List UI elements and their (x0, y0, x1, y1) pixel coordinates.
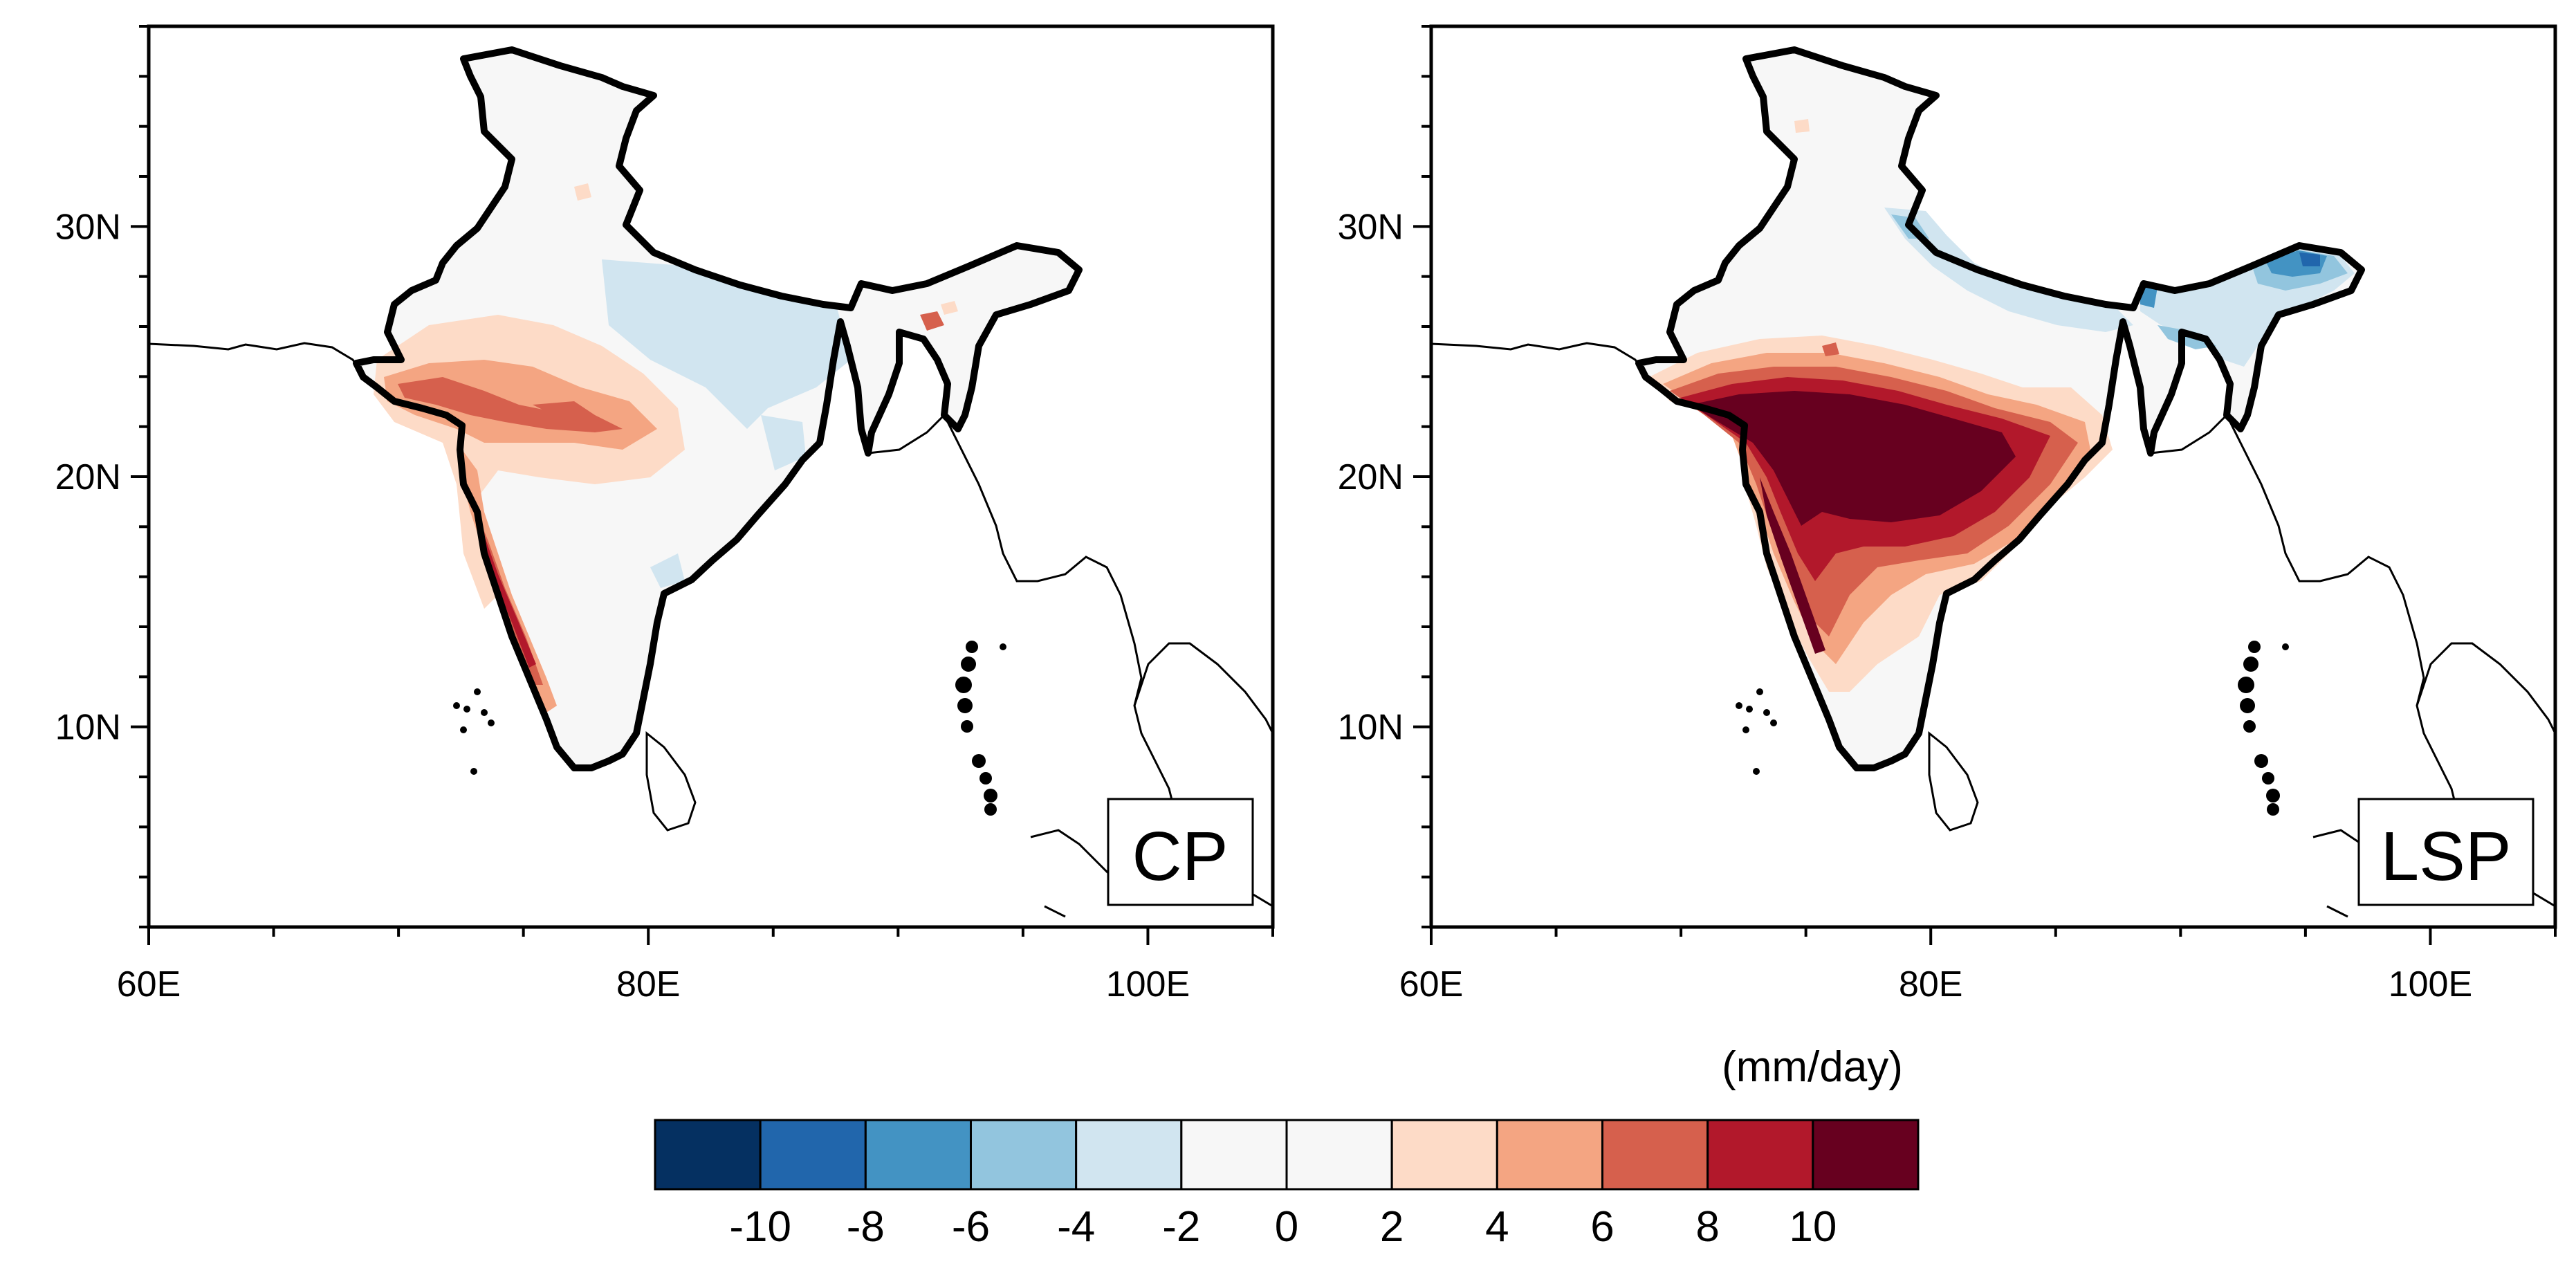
lsp-ytick-label-10N: 10N (1338, 708, 1404, 748)
units-label: (mm/day) (1722, 1043, 1903, 1091)
colorbar-label--10: -10 (729, 1203, 791, 1251)
colorbar-bin-7 (1390, 1119, 1498, 1191)
colorbar-bin-4 (1075, 1119, 1183, 1191)
colorbar-label-0: 0 (1275, 1203, 1298, 1251)
cp-field (374, 183, 958, 713)
colorbar-label-10: 10 (1789, 1203, 1837, 1251)
panel-label-lsp: LSP (2380, 818, 2511, 895)
colorbar-label--4: -4 (1057, 1203, 1095, 1251)
colorbar-bin-1 (759, 1119, 867, 1191)
colorbar-bin-8 (1496, 1119, 1603, 1191)
cp-xtick-label-80E: 80E (616, 964, 681, 1004)
lsp-ytick-label-30N: 30N (1338, 207, 1404, 247)
colorbar: -10 -8 -6 -4 -2 0 2 4 6 8 10 (654, 1119, 1920, 1251)
cp-ytick-label-30N: 30N (55, 207, 121, 247)
panel-cp: CP 60E 80E 100E 10N 20N 30N (55, 24, 1275, 1004)
cp-xtick-label-100E: 100E (1106, 964, 1190, 1004)
colorbar-bin-9 (1601, 1119, 1709, 1191)
lsp-label-box (2357, 798, 2534, 906)
colorbar-label--8: -8 (847, 1203, 885, 1251)
lsp-xtick-label-60E: 60E (1399, 964, 1464, 1004)
colorbar-bin-2 (864, 1119, 973, 1191)
colorbar-bin-11 (1812, 1119, 1920, 1191)
lsp-ytick-label-20N: 20N (1338, 457, 1404, 497)
colorbar-label-8: 8 (1695, 1203, 1719, 1251)
lsp-xtick-label-100E: 100E (2389, 964, 2472, 1004)
lsp-xtick-label-80E: 80E (1899, 964, 1963, 1004)
colorbar-bin-6 (1285, 1119, 1393, 1191)
lsp-field (1649, 119, 2355, 692)
cp-xtick-label-60E: 60E (117, 964, 181, 1004)
cp-ytick-label-10N: 10N (55, 708, 121, 748)
colorbar-label--6: -6 (952, 1203, 990, 1251)
colorbar-bin-3 (970, 1119, 1078, 1191)
colorbar-bin-5 (1180, 1119, 1288, 1191)
colorbar-bin-0 (654, 1119, 762, 1191)
colorbar-label--2: -2 (1162, 1203, 1200, 1251)
cp-label-box (1107, 798, 1254, 906)
colorbar-label-2: 2 (1380, 1203, 1404, 1251)
panel-label-cp: CP (1132, 818, 1229, 895)
panel-lsp: LSP 60E 80E 100E 10N 20N 30N (1338, 24, 2557, 1004)
colorbar-bin-10 (1706, 1119, 1814, 1191)
colorbar-label-4: 4 (1485, 1203, 1509, 1251)
cp-ytick-label-20N: 20N (55, 457, 121, 497)
colorbar-label-6: 6 (1590, 1203, 1614, 1251)
